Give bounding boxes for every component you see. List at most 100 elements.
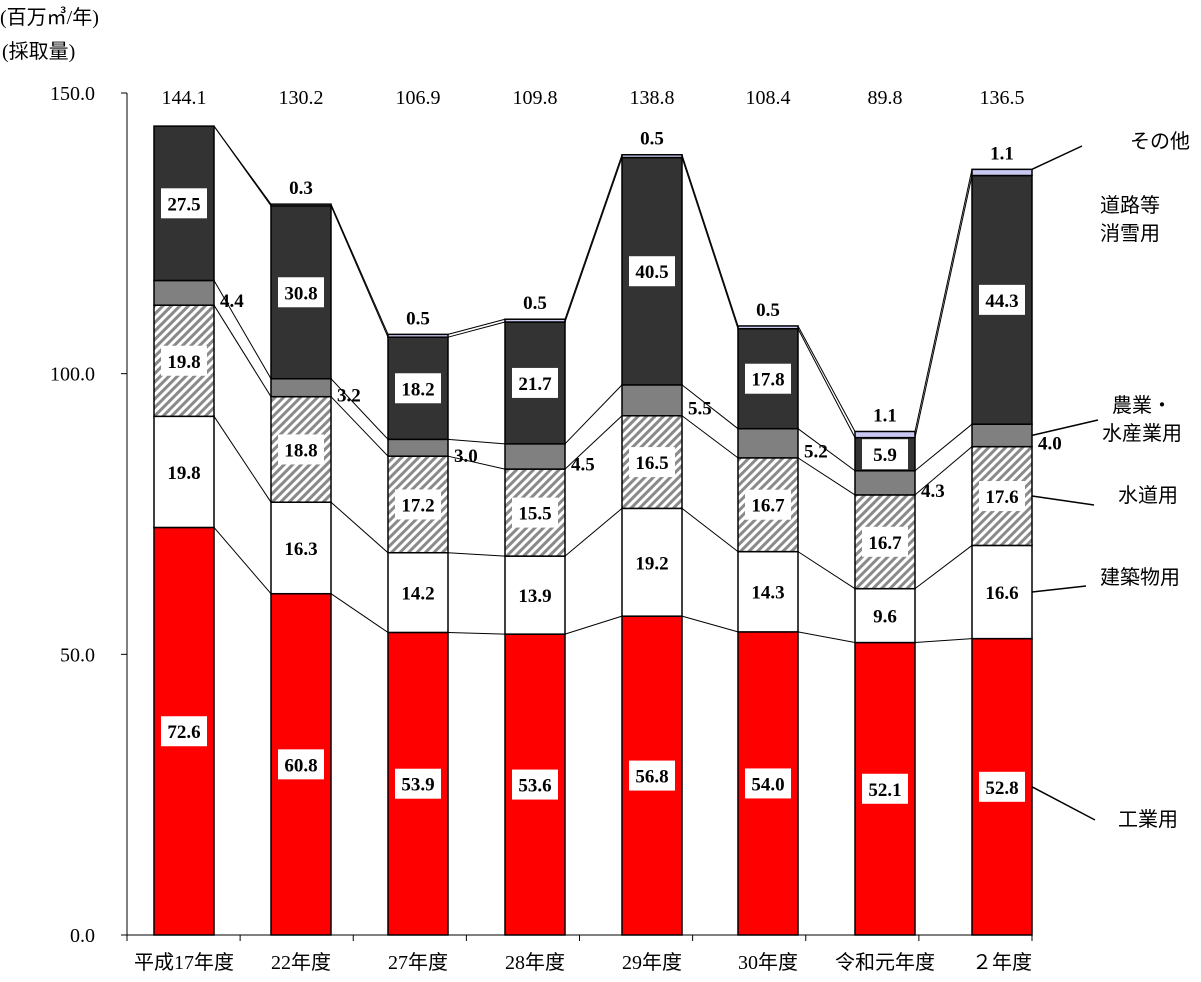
connector-line	[914, 545, 973, 590]
connector-line	[330, 205, 389, 338]
value-label: 5.5	[688, 398, 712, 419]
total-label: 130.2	[279, 87, 324, 109]
total-label: 108.4	[746, 87, 791, 109]
value-label-box	[512, 367, 558, 398]
value-label: 4.0	[1038, 433, 1062, 454]
value-label: 53.9	[401, 775, 434, 796]
value-label: 16.7	[868, 533, 902, 554]
bar-segment	[387, 438, 449, 457]
legend-label: 農業・水産業用	[1102, 394, 1182, 445]
value-label: 17.2	[401, 495, 434, 516]
value-label-box	[278, 532, 324, 563]
value-label: 0.5	[756, 300, 780, 321]
value-label-box	[629, 547, 675, 578]
connector-line	[681, 507, 739, 553]
value-label: 0.3	[289, 178, 313, 199]
value-label-box	[278, 749, 324, 780]
x-category-label: 令和元年度	[835, 951, 935, 974]
connector-line	[564, 415, 623, 470]
bar-segment	[854, 430, 916, 439]
value-label: 52.1	[868, 780, 901, 801]
value-label: 0.5	[640, 129, 664, 150]
value-label: 54.0	[751, 774, 784, 795]
connector-line	[564, 615, 623, 635]
value-label-box	[512, 580, 558, 611]
value-label: 60.8	[284, 755, 317, 776]
value-label: 1.1	[873, 405, 897, 426]
connector-line	[681, 157, 739, 329]
value-label-box	[395, 373, 441, 404]
value-label: 14.3	[751, 583, 784, 604]
connector-line	[447, 321, 506, 338]
connector-line	[914, 175, 973, 438]
value-label-box	[278, 434, 324, 465]
value-label: 44.3	[985, 291, 1018, 312]
bar-segment	[621, 153, 683, 159]
value-label-box	[395, 489, 441, 520]
legend-label: 水道用	[1118, 484, 1178, 507]
x-category-label: 27年度	[388, 951, 448, 974]
unit-label: (百万㎥/年)	[0, 5, 99, 29]
connector-line	[330, 378, 389, 440]
legend-leader-line	[1031, 495, 1095, 506]
value-label: 0.5	[523, 293, 547, 314]
value-label: 21.7	[518, 374, 552, 395]
legend-label: 工業用	[1118, 808, 1178, 831]
value-label: 16.5	[635, 453, 668, 474]
bar-segment	[854, 470, 916, 496]
value-label-box	[161, 456, 207, 487]
value-label-box	[862, 526, 908, 557]
value-label: 16.6	[985, 583, 1018, 604]
bar-segment	[153, 279, 215, 306]
x-category-label: 28年度	[505, 951, 565, 974]
value-label: 40.5	[635, 262, 668, 283]
value-label-box	[745, 363, 791, 394]
y-tick-label: 50.0	[60, 644, 95, 666]
connector-line	[681, 415, 739, 459]
y-tick-label: 150.0	[50, 83, 95, 105]
value-label: 19.2	[635, 553, 668, 574]
legend-label: 建築物用	[1100, 566, 1180, 589]
value-label-box	[512, 769, 558, 800]
connector-line	[564, 154, 623, 320]
bar-segment	[504, 318, 566, 323]
legend-leader-line	[1031, 585, 1087, 593]
value-label: 16.3	[284, 539, 317, 560]
value-label-box	[161, 716, 207, 747]
value-label-box	[745, 489, 791, 520]
total-label: 109.8	[513, 87, 558, 109]
value-label: 5.9	[873, 445, 897, 466]
value-label: 16.7	[751, 496, 785, 517]
connector-line	[564, 384, 623, 445]
connector-line	[213, 416, 272, 503]
connector-lines	[213, 125, 973, 644]
value-label: 3.2	[337, 386, 361, 407]
value-label: 17.8	[751, 370, 784, 391]
x-category-label: 30年度	[738, 951, 798, 974]
legend-label: その他	[1130, 130, 1190, 153]
value-label-box	[395, 768, 441, 799]
connector-line	[447, 631, 506, 635]
connector-line	[213, 125, 272, 205]
value-label-box	[395, 577, 441, 608]
value-label-box	[745, 576, 791, 607]
legend-label: 道路等消雪用	[1100, 194, 1160, 245]
value-label-box	[745, 768, 791, 799]
value-label: 53.6	[518, 776, 551, 797]
connector-line	[914, 169, 973, 432]
connector-line	[447, 552, 506, 557]
value-label-box	[629, 447, 675, 478]
total-label: 89.8	[868, 87, 903, 109]
value-label: 18.8	[284, 440, 317, 461]
y-tick-label: 0.0	[70, 925, 95, 947]
connector-line	[330, 593, 389, 633]
value-label: 19.8	[167, 352, 200, 373]
y-tick-label: 100.0	[50, 364, 95, 386]
bar-segment	[621, 384, 683, 417]
x-category-label: ２年度	[972, 951, 1032, 974]
connector-line	[797, 325, 856, 432]
connector-line	[213, 304, 272, 397]
value-label-box	[979, 481, 1025, 512]
